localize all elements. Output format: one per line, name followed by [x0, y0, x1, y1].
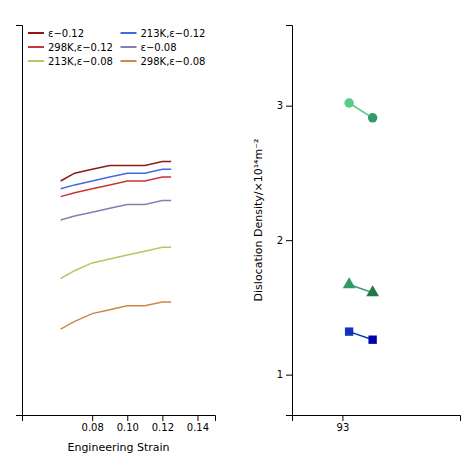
series-line [61, 302, 172, 329]
point [344, 98, 353, 107]
y-tick-label: 3 [277, 100, 283, 111]
legend-label: 213K,ε−0.08 [48, 56, 113, 67]
panel: 0.08 0.10 0.12 0.14 Engineering Strain ε−0.12… [16, 26, 216, 455]
y-axis-title: Dislocation Density/×10¹⁴m⁻² [252, 139, 265, 302]
x-tick-label: 0.14 [187, 422, 209, 433]
x-tick: 0.08 [82, 415, 104, 433]
y-tick-mark [286, 375, 292, 376]
x-tick: 0.12 [152, 415, 174, 433]
x-axis: 93 [293, 415, 461, 433]
x-tick: 93 [337, 415, 350, 433]
x-axis: 0.08 0.10 0.12 0.14 [23, 415, 216, 433]
legend-label: ε−0.08 [141, 42, 177, 53]
y-tick-label: 1 [277, 369, 283, 380]
x-tick: 0.14 [187, 415, 209, 433]
legend-swatch [121, 60, 137, 62]
legend-swatch [121, 32, 137, 34]
x-tick-mark [162, 415, 163, 421]
x-axis-line [23, 416, 216, 422]
legend-label: 298K,ε−0.12 [48, 42, 113, 53]
legend: ε−0.12 213K,ε−0.12 298K,ε−0.12 ε−0.08 213K,ε… [28, 28, 205, 67]
series-line [61, 247, 172, 278]
point [345, 327, 353, 335]
y-tick: 1 [277, 369, 292, 380]
x-tick-mark [127, 415, 128, 421]
legend-swatch [28, 60, 44, 62]
legend-swatch [28, 46, 44, 48]
legend-swatch [121, 46, 137, 48]
x-tick-mark [92, 415, 93, 421]
x-tick-label: 0.08 [82, 422, 104, 433]
y-axis [16, 26, 23, 416]
series-line [61, 177, 172, 197]
point [368, 336, 376, 344]
y-axis-line [16, 26, 23, 416]
x-tick-mark [197, 415, 198, 421]
x-tick-label: 0.12 [152, 422, 174, 433]
y-tick-label: 2 [277, 235, 283, 246]
y-tick: 3 [277, 100, 292, 111]
x-axis-title: Engineering Strain [67, 441, 169, 454]
legend-label: ε−0.12 [48, 28, 84, 39]
point [368, 113, 377, 122]
x-tick-label: 0.10 [117, 422, 139, 433]
legend-label: 298K,ε−0.08 [141, 56, 206, 67]
y-axis: 1 2 3 [277, 26, 293, 416]
plot-area [61, 162, 172, 330]
y-tick: 2 [277, 235, 292, 246]
y-tick-mark [286, 106, 292, 107]
x-tick-label: 93 [337, 422, 350, 433]
legend-swatch [28, 32, 44, 34]
point [343, 277, 356, 288]
y-tick-mark [286, 240, 292, 241]
x-tick-mark [342, 415, 343, 421]
legend-label: 213K,ε−0.12 [141, 28, 206, 39]
plot-area [343, 98, 379, 344]
x-axis-line [293, 416, 461, 422]
x-tick: 0.10 [117, 415, 139, 433]
panel: 93 1 2 3 Dislocation Density/×10¹⁴m⁻² [252, 26, 461, 434]
point [366, 285, 379, 296]
chart: 0.08 0.10 0.12 0.14 Engineering Strain ε−0.12… [0, 0, 474, 474]
y-axis-line [286, 26, 293, 416]
series-line [61, 201, 172, 221]
